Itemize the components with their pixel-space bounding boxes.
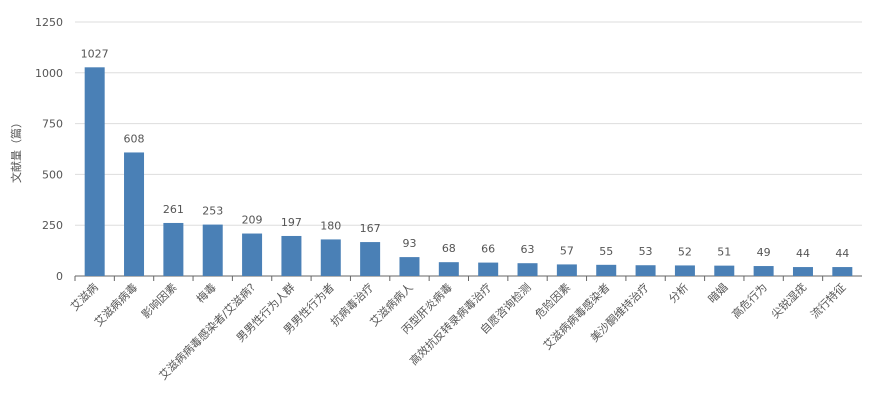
value-label: 53	[639, 245, 653, 258]
value-label: 66	[481, 243, 495, 256]
x-tick-label: 暗娼	[705, 280, 730, 305]
y-tick-label: 0	[56, 270, 63, 283]
value-label: 51	[717, 246, 731, 259]
value-label: 608	[124, 132, 145, 145]
y-tick-label: 1000	[35, 67, 63, 80]
value-label: 63	[521, 243, 535, 256]
value-label: 1027	[81, 47, 109, 60]
bar	[320, 239, 341, 276]
bar	[163, 222, 184, 276]
bar	[832, 267, 853, 276]
x-tick-label: 艾滋病病毒感染者	[540, 280, 612, 352]
bar	[674, 265, 695, 276]
x-tick-label: 艾滋病	[68, 280, 101, 313]
bar	[84, 67, 105, 276]
x-tick-label: 危险因素	[532, 280, 573, 321]
x-tick-label: 流行特征	[807, 280, 848, 321]
bar	[714, 265, 735, 276]
x-tick-label: 艾滋病病毒	[91, 280, 140, 329]
value-label: 209	[242, 214, 263, 227]
bar	[635, 265, 656, 276]
value-label: 180	[320, 219, 341, 232]
bar	[124, 152, 145, 276]
bar	[438, 262, 459, 276]
value-label: 52	[678, 245, 692, 258]
value-label: 57	[560, 244, 574, 257]
value-label: 253	[202, 205, 223, 218]
bar	[360, 242, 381, 276]
y-axis-label: 文献量（篇）	[9, 117, 23, 183]
value-label: 261	[163, 203, 184, 216]
x-tick-label: 尖锐湿疣	[768, 280, 809, 321]
bar	[517, 263, 538, 276]
bar	[556, 264, 577, 276]
value-label: 93	[402, 237, 416, 250]
x-tick-label: 分析	[666, 280, 691, 305]
value-label: 44	[835, 247, 849, 260]
bar	[478, 262, 499, 276]
bar	[792, 267, 813, 276]
bar	[242, 233, 263, 276]
x-tick-label: 梅毒	[193, 280, 218, 305]
value-label: 49	[757, 246, 771, 259]
bar	[399, 257, 420, 276]
value-label: 68	[442, 242, 456, 255]
bar	[596, 264, 617, 276]
bar	[281, 235, 302, 276]
bar	[202, 224, 223, 276]
bar	[753, 266, 774, 276]
value-label: 167	[360, 222, 381, 235]
y-tick-label: 1250	[35, 16, 63, 29]
y-tick-label: 750	[42, 118, 63, 131]
y-tick-label: 250	[42, 219, 63, 232]
x-tick-label: 高危行为	[729, 280, 770, 321]
x-tick-label: 影响因素	[139, 281, 179, 321]
value-label: 44	[796, 247, 810, 260]
y-tick-label: 500	[42, 168, 63, 181]
value-label: 55	[599, 245, 613, 258]
value-label: 197	[281, 216, 302, 229]
